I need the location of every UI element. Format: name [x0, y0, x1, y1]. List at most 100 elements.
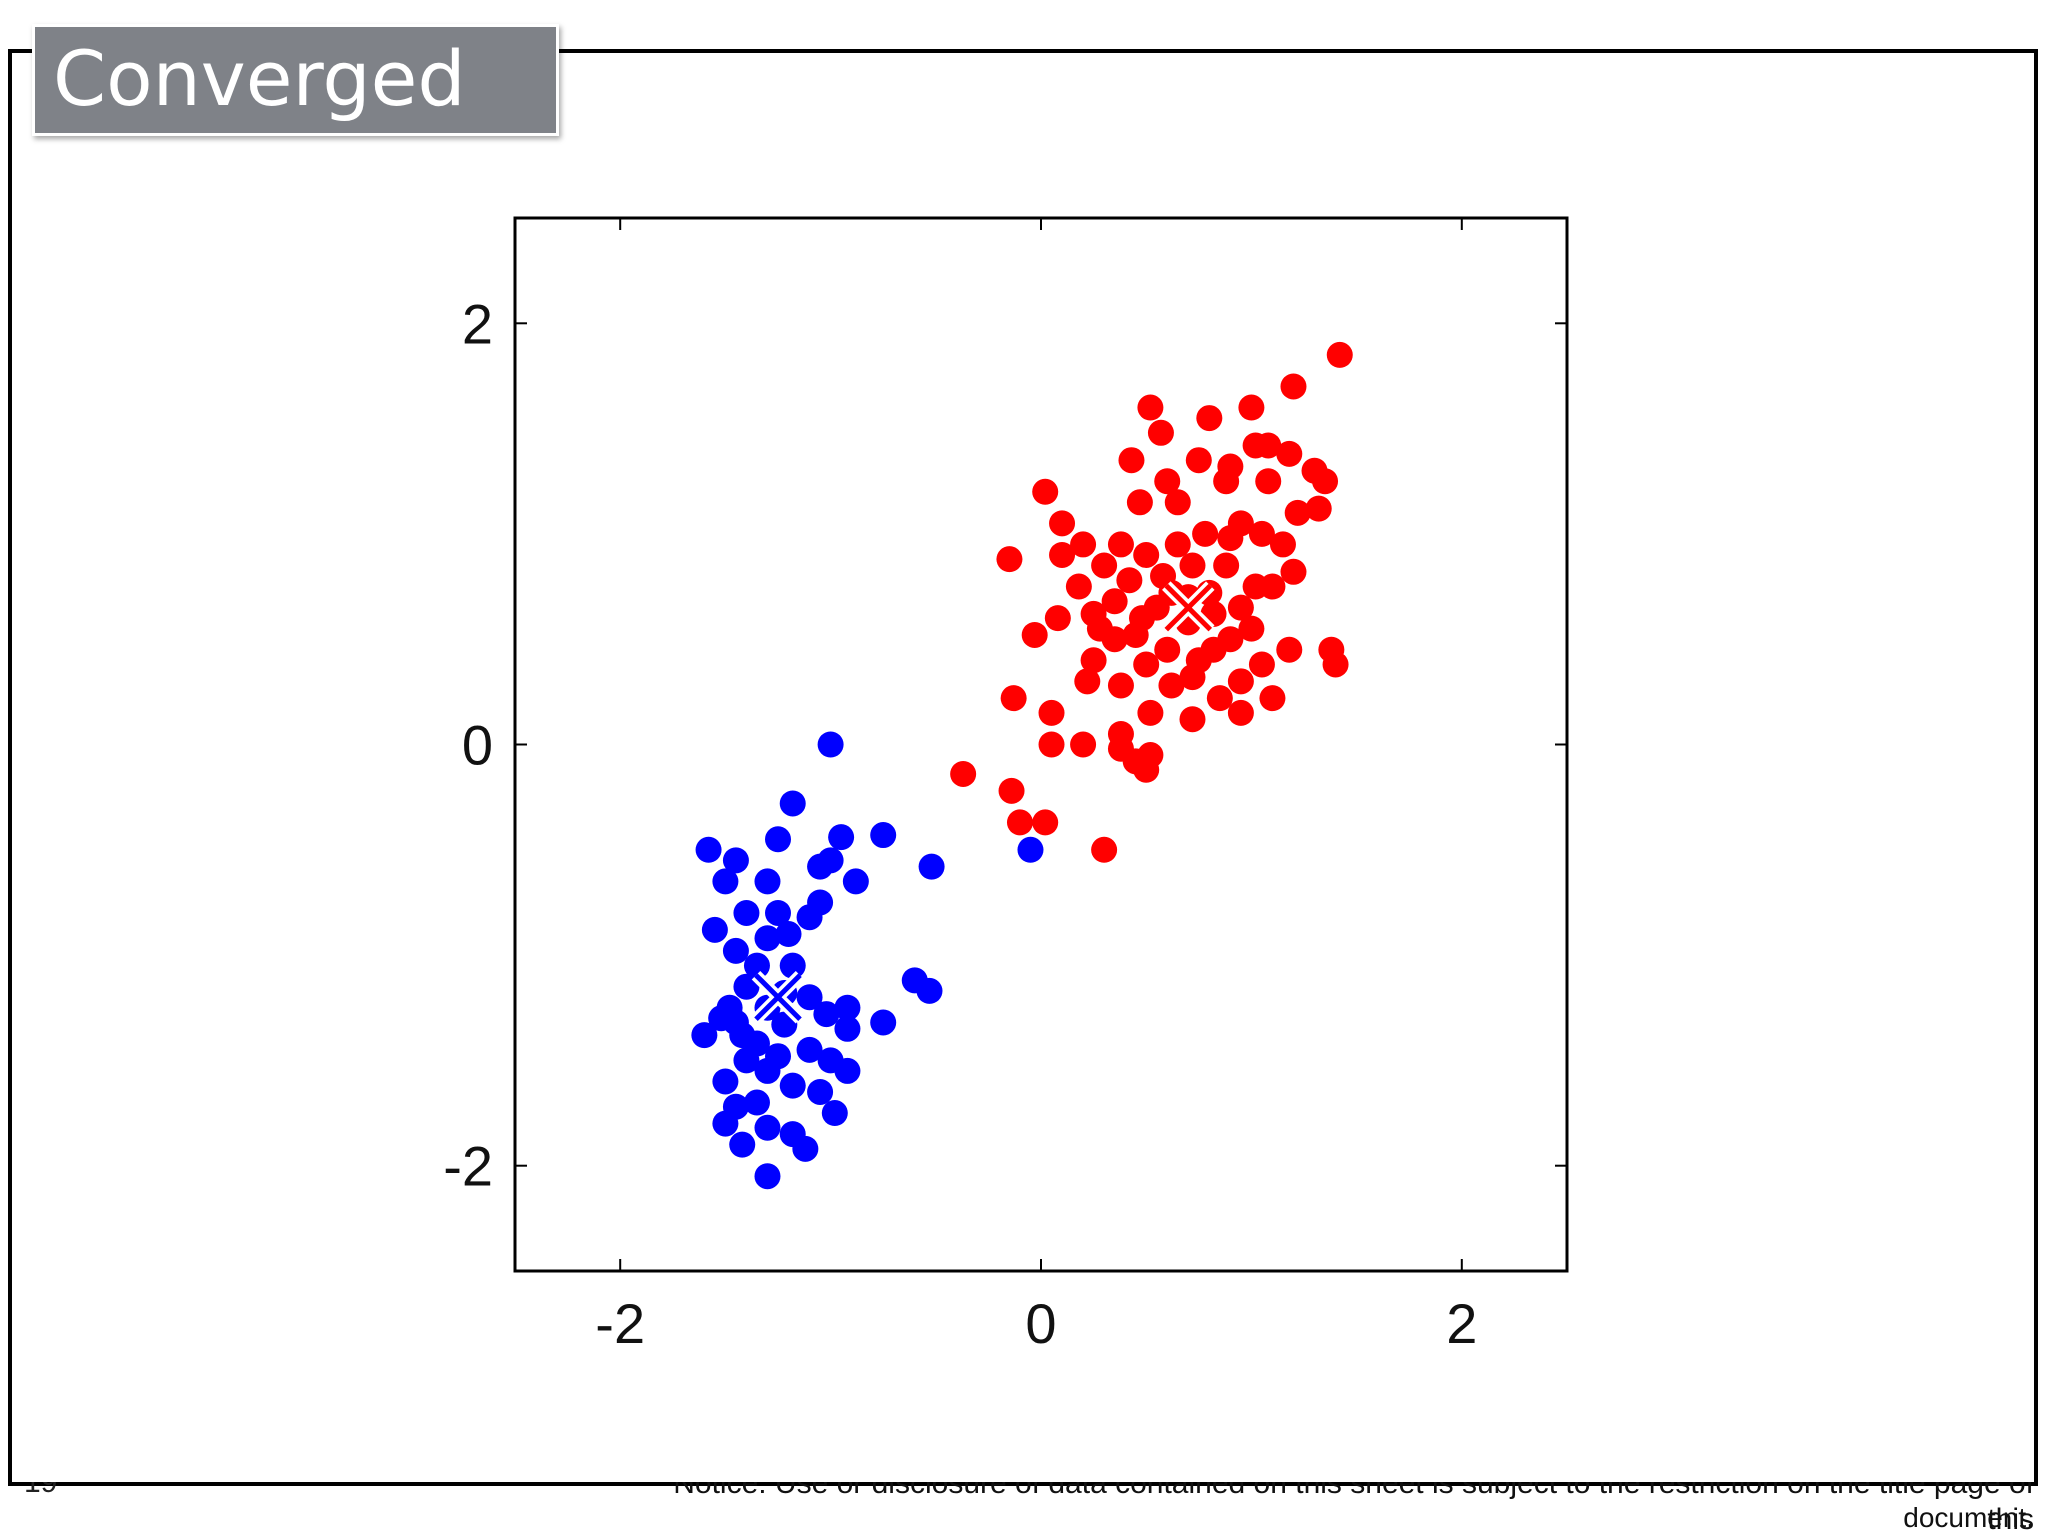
data-point	[1238, 615, 1265, 642]
data-point	[1276, 636, 1303, 663]
data-point	[1038, 731, 1065, 758]
data-point	[1269, 531, 1296, 558]
data-point	[1179, 552, 1206, 579]
data-point	[1280, 373, 1307, 400]
data-point	[870, 1009, 897, 1036]
data-point	[722, 937, 749, 964]
data-point	[1206, 685, 1233, 712]
data-point	[1213, 552, 1240, 579]
data-point	[1091, 836, 1118, 863]
data-point	[1305, 495, 1332, 522]
data-point	[1017, 836, 1044, 863]
data-point	[1280, 558, 1307, 585]
data-point	[1227, 594, 1254, 621]
data-point	[1032, 478, 1059, 505]
data-point	[1326, 341, 1353, 368]
data-point	[796, 1036, 823, 1063]
data-point	[1107, 531, 1134, 558]
data-point	[1118, 447, 1145, 474]
data-point	[754, 868, 781, 895]
data-point	[765, 899, 791, 926]
y-tick-label: 2	[462, 292, 493, 355]
data-point	[1049, 510, 1076, 537]
data-point	[1322, 651, 1349, 678]
data-point	[1196, 405, 1223, 432]
data-point	[918, 853, 945, 880]
data-point	[813, 1001, 840, 1028]
data-point	[1006, 809, 1033, 836]
data-point	[1133, 541, 1160, 568]
data-point	[733, 899, 760, 926]
data-point	[1217, 626, 1244, 653]
data-point	[729, 1131, 756, 1158]
data-point	[1312, 468, 1339, 495]
data-point	[775, 921, 802, 948]
data-point	[1032, 809, 1059, 836]
data-point	[1086, 615, 1113, 642]
data-point	[733, 1047, 760, 1074]
data-point	[807, 853, 834, 880]
data-point	[779, 952, 806, 979]
data-point	[1179, 706, 1206, 733]
data-point	[870, 822, 897, 849]
data-point	[729, 1022, 756, 1049]
y-tick-label: -2	[443, 1135, 493, 1198]
data-point	[1137, 699, 1164, 726]
x-tick-label: 0	[1025, 1292, 1056, 1355]
data-point	[828, 824, 855, 851]
centroid-marker	[1162, 581, 1215, 634]
centroid-stroke	[1164, 583, 1213, 632]
centroid-marker	[751, 970, 805, 1024]
data-point	[1158, 672, 1185, 699]
data-point	[1259, 685, 1286, 712]
data-point	[754, 925, 781, 952]
data-point	[1021, 621, 1048, 648]
data-point	[1126, 489, 1153, 516]
data-point	[817, 731, 844, 758]
data-point	[779, 790, 806, 817]
footer-notice: Notice: Use or disclosure of data contai…	[673, 1467, 2034, 1536]
data-point	[1154, 636, 1181, 663]
data-point	[1255, 432, 1282, 459]
data-point	[754, 1057, 781, 1084]
data-point	[1255, 468, 1282, 495]
data-point	[916, 977, 943, 1004]
data-point	[695, 836, 722, 863]
data-point	[821, 1100, 848, 1127]
data-point	[1238, 394, 1265, 421]
x-tick-label: -2	[595, 1292, 645, 1355]
data-point	[1248, 520, 1275, 547]
data-point	[701, 916, 728, 943]
footer-notice-continued: document.	[1903, 1502, 2034, 1533]
data-point	[1217, 525, 1244, 552]
data-point	[743, 952, 770, 979]
data-point	[1133, 756, 1160, 783]
data-point	[1248, 651, 1275, 678]
data-point	[834, 1015, 861, 1042]
data-point	[743, 1089, 770, 1116]
data-point	[712, 1068, 739, 1095]
data-point	[807, 1078, 834, 1105]
data-point	[998, 777, 1025, 804]
slide-frame	[8, 49, 2038, 1486]
data-point	[796, 984, 823, 1011]
data-point	[1185, 647, 1212, 674]
data-point	[792, 1135, 819, 1162]
data-point	[1137, 394, 1164, 421]
centroid-stroke	[754, 973, 802, 1021]
data-point	[1070, 531, 1097, 558]
data-point	[1000, 685, 1027, 712]
data-point	[1164, 489, 1191, 516]
data-point	[834, 1057, 861, 1084]
data-point	[996, 546, 1023, 573]
data-point	[779, 1072, 806, 1099]
data-point	[1101, 588, 1128, 615]
data-point	[712, 868, 739, 895]
data-point	[1074, 668, 1101, 695]
data-point	[1154, 468, 1181, 495]
data-point	[754, 1114, 781, 1141]
page-number: 19	[24, 1466, 58, 1499]
y-tick-label: 0	[462, 714, 493, 777]
data-point	[1192, 520, 1219, 547]
